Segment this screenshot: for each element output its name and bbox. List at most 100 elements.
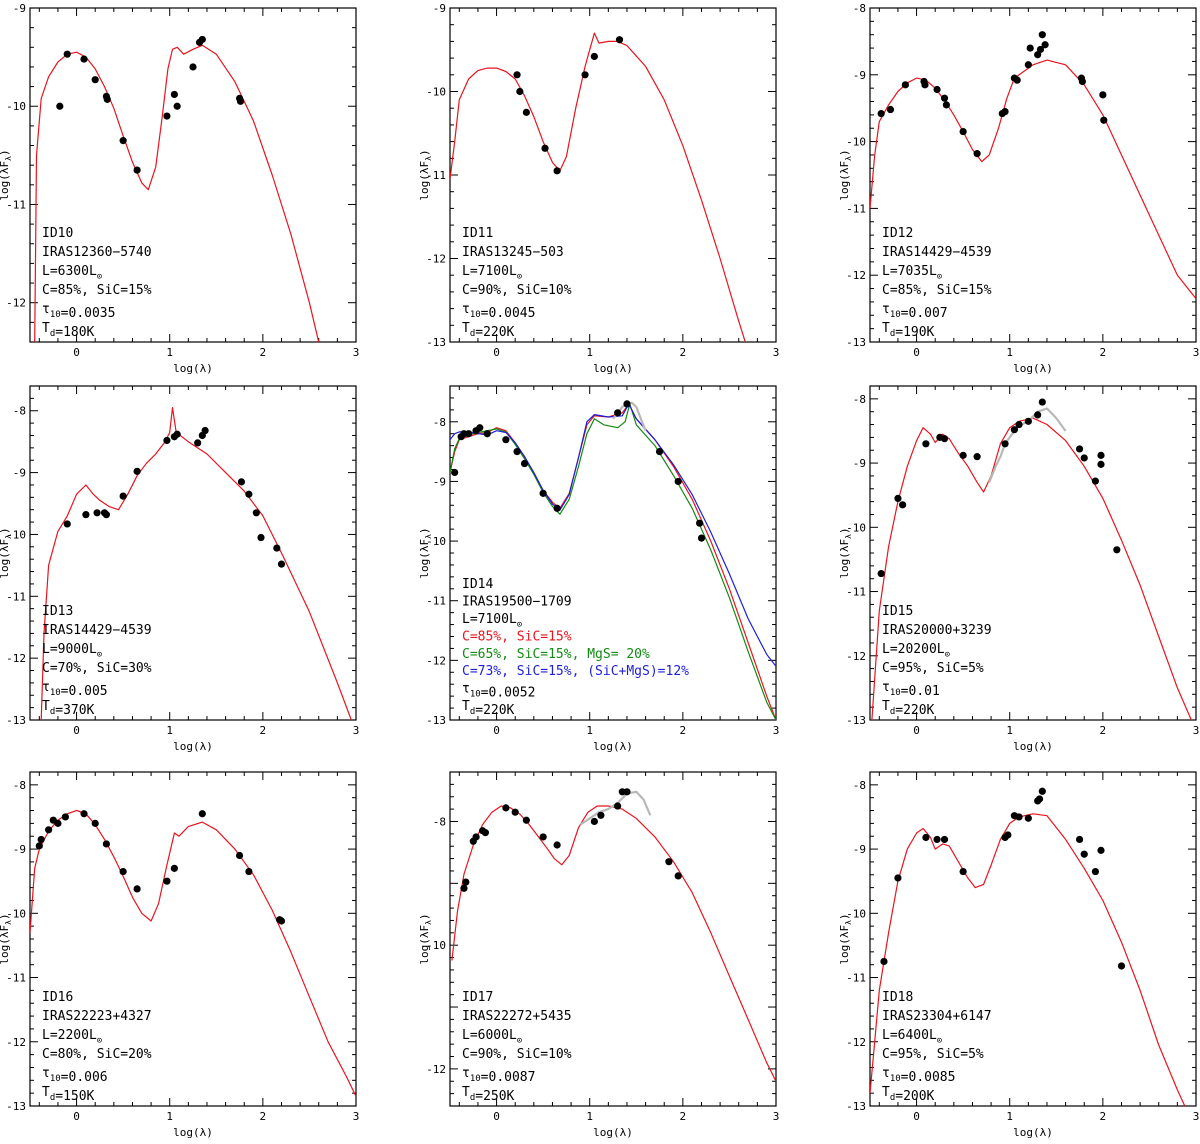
data-point bbox=[245, 490, 253, 498]
x-axis-title: log(λ) bbox=[173, 362, 213, 375]
x-tick-label: 0 bbox=[73, 1110, 80, 1123]
data-point bbox=[63, 50, 71, 58]
data-point bbox=[674, 872, 682, 880]
y-axis-title: log(λFλ) bbox=[0, 149, 13, 200]
y-tick-label: -8 bbox=[433, 815, 446, 828]
annotation-block: ID17 IRAS22272+5435 L=6000L⊙C=90%, SiC=10%… bbox=[462, 990, 572, 1104]
data-point bbox=[1010, 426, 1018, 434]
y-tick-label: -10 bbox=[6, 907, 26, 920]
data-point bbox=[502, 436, 510, 444]
y-tick-label: -12 bbox=[846, 650, 866, 663]
annotation-line: τ10=0.01 bbox=[882, 680, 940, 699]
data-point bbox=[56, 102, 64, 110]
data-point bbox=[922, 440, 930, 448]
annotation-line: ID16 bbox=[42, 990, 73, 1005]
data-point bbox=[933, 85, 941, 94]
y-axis-title: log(λFλ) bbox=[418, 149, 433, 200]
data-point bbox=[61, 813, 69, 821]
x-tick-label: 3 bbox=[1193, 1110, 1200, 1123]
data-point bbox=[1004, 831, 1012, 839]
y-tick-label: -13 bbox=[6, 1100, 26, 1113]
x-tick-label: 3 bbox=[773, 1110, 780, 1123]
x-tick-label: 1 bbox=[1006, 1110, 1013, 1123]
annotation-line: τ10=0.0035 bbox=[42, 302, 115, 321]
x-tick-label: 0 bbox=[493, 1110, 500, 1123]
x-tick-label: 3 bbox=[353, 1110, 360, 1123]
y-tick-label: -13 bbox=[846, 714, 866, 727]
annotation-line: τ10=0.0085 bbox=[882, 1066, 955, 1085]
data-point bbox=[1035, 795, 1044, 803]
annotation-line: Td=370K bbox=[42, 699, 95, 718]
data-point bbox=[198, 810, 206, 818]
model-line bbox=[871, 417, 1192, 720]
annotation-line: L=6400L⊙ bbox=[882, 1028, 942, 1046]
legend-entry: C=85%, SiC=15% bbox=[462, 629, 572, 644]
data-point bbox=[940, 435, 949, 443]
panel-id17: 0 1 2 3 -12 -10 -8 log(λ) log(λFλ) ID17 IRAS22272+… bbox=[418, 771, 780, 1139]
data-point bbox=[959, 451, 967, 459]
annotation-line: IRAS20000+3239 bbox=[882, 623, 992, 638]
data-point bbox=[198, 35, 206, 44]
annotation-block: ID16 IRAS22223+4327 L=2200L⊙C=80%, SiC=20%… bbox=[42, 990, 152, 1104]
data-point bbox=[163, 112, 171, 120]
x-tick-label: 2 bbox=[1100, 724, 1107, 737]
panel-id18: 0 1 2 3 -13 -12 -11 -10 -9 -8 log(λ) log(λFλ) ID18 IR… bbox=[838, 771, 1200, 1139]
x-tick-label: 3 bbox=[1193, 346, 1200, 359]
y-tick-label: -11 bbox=[6, 198, 26, 211]
annotation-block: ID13 IRAS14429−4539 L=9000L⊙C=70%, SiC=30%… bbox=[42, 604, 152, 718]
data-point bbox=[54, 819, 62, 827]
x-tick-label: 3 bbox=[353, 346, 360, 359]
annotation-block: ID12 IRAS14429−4539 L=7035L⊙C=85%, SiC=15%… bbox=[882, 226, 992, 340]
annotation-line: ID12 bbox=[882, 226, 913, 241]
data-point bbox=[921, 81, 929, 89]
data-point bbox=[481, 829, 489, 837]
data-point bbox=[1034, 51, 1042, 59]
y-tick-label: -8 bbox=[853, 779, 866, 792]
x-tick-label: 2 bbox=[680, 724, 687, 737]
y-tick-label: -12 bbox=[426, 253, 446, 266]
data-point bbox=[1080, 454, 1088, 462]
y-axis-title: log(λFλ) bbox=[418, 913, 433, 964]
data-point bbox=[460, 884, 468, 892]
y-tick-label: -12 bbox=[6, 652, 26, 665]
legend-entry: C=65%, SiC=15%, MgS= 20% bbox=[462, 647, 650, 662]
data-point bbox=[102, 511, 110, 519]
annotation-block: ID14 IRAS19500−1709 L=7100L⊙C=85%, SiC=15%… bbox=[462, 577, 689, 718]
annotation-block: ID10 IRAS12360−5740 L=6300L⊙C=85%, SiC=15%… bbox=[42, 226, 152, 340]
annotation-line: Td=220K bbox=[882, 699, 935, 718]
data-point bbox=[236, 97, 245, 105]
y-tick-label: -12 bbox=[846, 269, 866, 282]
data-point bbox=[45, 826, 53, 834]
y-axis-title: log(λFλ) bbox=[0, 527, 13, 578]
y-tick-label: -9 bbox=[853, 457, 866, 470]
annotation-block: ID18 IRAS23304+6147 L=6400L⊙C=95%, SiC=5% τ… bbox=[882, 990, 992, 1104]
x-axis-title: log(λ) bbox=[173, 740, 213, 753]
data-point bbox=[522, 816, 530, 824]
data-point bbox=[922, 833, 930, 842]
x-axis-title: log(λ) bbox=[1013, 740, 1053, 753]
model-line bbox=[40, 407, 352, 720]
data-point bbox=[277, 560, 286, 568]
data-point bbox=[899, 501, 907, 509]
annotation-line: IRAS22223+4327 bbox=[42, 1009, 152, 1024]
data-point bbox=[1078, 77, 1086, 86]
annotation-line: ID15 bbox=[882, 604, 913, 619]
data-point bbox=[623, 400, 631, 408]
annotation-line: C=70%, SiC=30% bbox=[42, 661, 152, 676]
legend-entry: C=73%, SiC=15%, (SiC+MgS)=12% bbox=[462, 664, 689, 679]
data-point bbox=[173, 430, 181, 438]
annotation-line: τ10=0.006 bbox=[42, 1066, 108, 1085]
data-point bbox=[1097, 451, 1105, 459]
data-point bbox=[1099, 91, 1107, 99]
data-point bbox=[674, 477, 682, 486]
data-point bbox=[91, 76, 99, 84]
annotation-line: τ10=0.007 bbox=[882, 302, 948, 321]
data-point bbox=[516, 87, 524, 96]
x-tick-label: 1 bbox=[1006, 724, 1013, 737]
x-axis-title: log(λ) bbox=[1013, 1126, 1053, 1139]
annotation-line: L=9000L⊙ bbox=[42, 642, 102, 660]
x-tick-label: 0 bbox=[493, 346, 500, 359]
data-point bbox=[959, 127, 967, 136]
y-tick-label: -11 bbox=[846, 586, 866, 599]
x-tick-label: 2 bbox=[1100, 346, 1107, 359]
